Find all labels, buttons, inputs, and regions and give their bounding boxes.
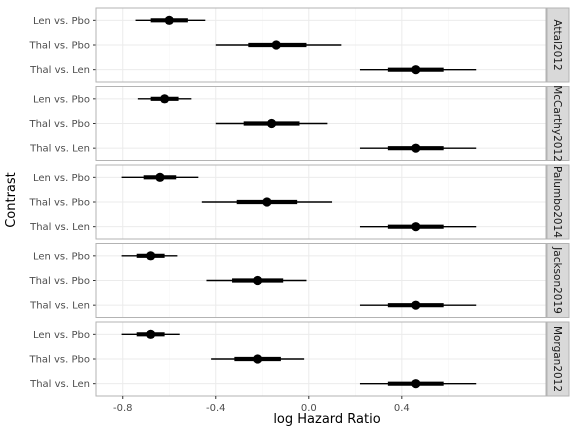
- panel-border: [95, 321, 547, 397]
- y-tick-label: Thal vs. Pbo: [28, 355, 90, 366]
- panel-border: [95, 243, 547, 318]
- y-tick-label: Thal vs. Len: [29, 301, 90, 312]
- facet-strip: [546, 164, 570, 240]
- point-estimate: [411, 300, 421, 310]
- point-estimate: [411, 222, 421, 232]
- point-estimate: [266, 118, 277, 129]
- facet-panel: Len vs. Pbo Thal vs. Pbo Thal vs. Len Jacks…: [28, 243, 570, 318]
- y-tick-label: Len vs. Pbo: [33, 173, 90, 184]
- y-tick-label: Thal vs. Len: [29, 144, 90, 155]
- x-tick-label: 0.4: [394, 403, 410, 414]
- point-estimate: [155, 172, 165, 182]
- panels-layer: Len vs. Pbo Thal vs. Pbo Thal vs. Len Attal…: [28, 7, 570, 397]
- facet-strip-label: Jackson2019: [551, 246, 563, 314]
- facet-strip-label: Palumbo2014: [551, 166, 563, 238]
- point-estimate: [262, 197, 272, 207]
- facet-strip-label: Attal2012: [551, 19, 563, 70]
- point-estimate: [164, 15, 174, 25]
- y-tick-label: Thal vs. Len: [29, 222, 90, 233]
- y-axis-title: Contrast: [4, 172, 19, 228]
- x-tick-label: -0.8: [113, 403, 133, 414]
- y-tick-label: Len vs. Pbo: [33, 251, 90, 262]
- panel-border: [95, 7, 547, 83]
- y-tick-label: Thal vs. Pbo: [28, 198, 90, 209]
- y-tick-label: Len vs. Pbo: [33, 94, 90, 105]
- facet-strip: [546, 243, 570, 318]
- point-estimate: [146, 251, 156, 261]
- facet-panel: Len vs. Pbo Thal vs. Pbo Thal vs. Len Palum…: [28, 164, 570, 240]
- y-tick-label: Len vs. Pbo: [33, 16, 90, 27]
- y-tick-label: Len vs. Pbo: [33, 330, 90, 341]
- y-tick-label: Thal vs. Pbo: [28, 276, 90, 287]
- facet-panel: Len vs. Pbo Thal vs. Pbo Thal vs. Len McCar…: [28, 85, 570, 162]
- facet-strip: [546, 86, 570, 161]
- facet-panel: Len vs. Pbo Thal vs. Pbo Thal vs. Len Attal…: [28, 7, 570, 83]
- facet-strip: [546, 7, 570, 83]
- point-estimate: [160, 94, 170, 104]
- facet-strip: [546, 321, 570, 397]
- panel-border: [95, 86, 547, 161]
- x-tick-label: 0.0: [301, 403, 317, 414]
- point-estimate: [253, 275, 263, 286]
- facet-panel: Len vs. Pbo Thal vs. Pbo Thal vs. Len Morga…: [28, 321, 570, 397]
- x-axis-title: log Hazard Ratio: [273, 412, 380, 427]
- point-estimate: [411, 143, 421, 153]
- point-estimate: [253, 354, 263, 364]
- y-tick-label: Thal vs. Pbo: [28, 119, 90, 130]
- facet-strip-label: McCarthy2012: [551, 85, 563, 162]
- y-tick-label: Thal vs. Len: [29, 379, 90, 390]
- point-estimate: [411, 379, 421, 389]
- facet-strip-label: Morgan2012: [551, 326, 563, 392]
- x-tick-label: -0.4: [206, 403, 226, 414]
- point-estimate: [146, 329, 156, 339]
- point-estimate: [411, 65, 421, 75]
- y-tick-label: Thal vs. Pbo: [28, 41, 90, 52]
- panel-border: [95, 164, 547, 240]
- x-axis: -0.8 -0.4 0.0 0.4: [113, 396, 410, 414]
- point-estimate: [271, 40, 281, 50]
- y-tick-label: Thal vs. Len: [29, 65, 90, 76]
